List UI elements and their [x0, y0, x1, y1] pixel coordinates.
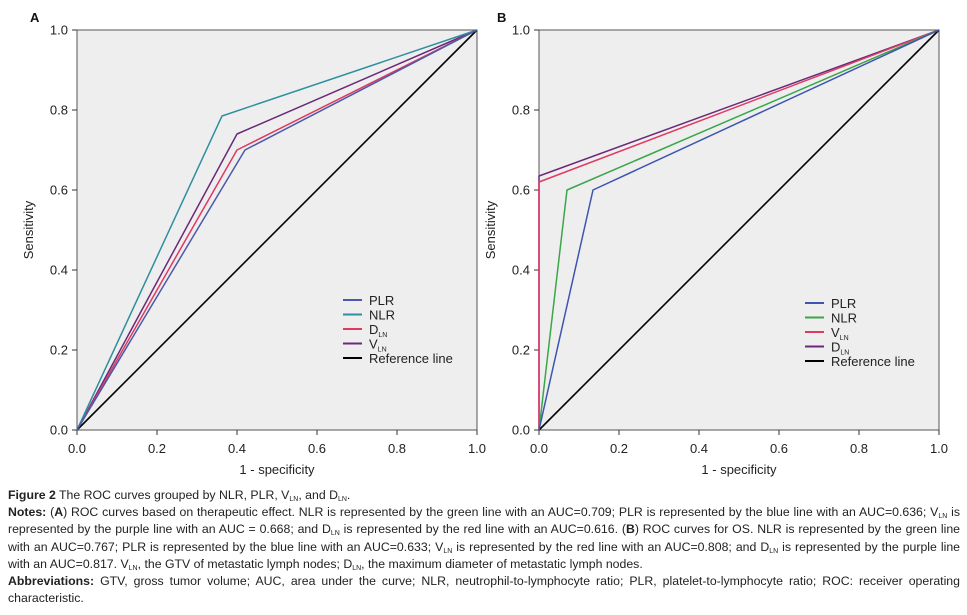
x-axis-label: 1 - specificity: [701, 462, 777, 477]
legend-label-plr: PLR: [831, 296, 856, 311]
legend-label-reference-line: Reference line: [831, 354, 915, 369]
roc-curve-plr: [538, 29, 940, 431]
caption-title-end: .: [346, 488, 351, 502]
y-tick-label: 0.6: [50, 183, 68, 198]
legend-label-subscript: LN: [378, 347, 387, 354]
x-tick-label: 0.2: [148, 441, 166, 456]
roc-curve-vln: [538, 29, 940, 430]
caption-title-text: The ROC curves grouped by NLR, PLR, V: [55, 488, 290, 502]
roc-curve-reference-line: [76, 29, 478, 431]
legend-label-nlr: NLR: [369, 308, 395, 323]
legend-label-plr: PLR: [369, 293, 394, 308]
x-tick-label: 0.6: [770, 441, 788, 456]
legend-label-subscript: LN: [840, 335, 849, 342]
y-tick-label: 1.0: [512, 23, 530, 38]
caption-sub: LN: [337, 496, 347, 503]
roc-figure: A 0.0 0.2 0.4 0.6 0.8 1.0 0.0 0.2 0.4 0.6 0.8 1.0 1 -…: [21, 10, 948, 477]
notes-label: Notes:: [8, 505, 47, 520]
x-tick-label: 1.0: [468, 441, 486, 456]
y-tick-label: 0.0: [512, 423, 530, 438]
legend-label-subscript: LN: [378, 332, 387, 339]
x-tick-label: 0.4: [690, 441, 708, 456]
y-tick-label: 0.6: [512, 183, 530, 198]
caption-notes: Notes: (A) ROC curves based on therapeut…: [8, 505, 960, 572]
roc-curve-plr: [76, 29, 478, 431]
roc-curve-vln: [76, 29, 478, 431]
y-tick-label: 0.2: [512, 343, 530, 358]
roc-curve-reference-line: [538, 29, 940, 431]
legend-label-subscript: LN: [840, 350, 849, 357]
y-tick-label: 0.8: [512, 103, 530, 118]
caption-sub: LN: [289, 496, 299, 503]
y-tick-label: 0.4: [512, 263, 530, 278]
x-tick-label: 0.8: [388, 441, 406, 456]
y-axis-label: Sensitivity: [483, 200, 498, 259]
abbreviations-label: Abbreviations:: [8, 574, 95, 589]
x-tick-label: 0.2: [610, 441, 628, 456]
roc-panel-a: A 0.0 0.2 0.4 0.6 0.8 1.0 0.0 0.2 0.4 0.6 0.8 1.0 1 -…: [21, 10, 486, 477]
roc-panel-b: B 0.0 0.2 0.4 0.6 0.8 1.0 0.0 0.2 0.4 0.6 0.8 1.0 1 -…: [483, 10, 948, 477]
legend-label-reference-line: Reference line: [369, 351, 453, 366]
roc-curve-nlr: [538, 29, 940, 431]
caption-abbreviations: Abbreviations: GTV, gross tumor volume; …: [8, 574, 960, 605]
y-tick-label: 0.4: [50, 263, 68, 278]
legend-label-nlr: NLR: [831, 311, 857, 326]
y-tick-label: 1.0: [50, 23, 68, 38]
x-tick-label: 0.0: [530, 441, 548, 456]
y-tick-label: 0.0: [50, 423, 68, 438]
y-tick-label: 0.8: [50, 103, 68, 118]
caption-figure-label: Figure 2: [8, 488, 56, 502]
panel-label: B: [497, 10, 506, 25]
caption-title: Figure 2 The ROC curves grouped by NLR, …: [8, 487, 960, 504]
x-tick-label: 1.0: [930, 441, 948, 456]
y-axis-label: Sensitivity: [21, 200, 36, 259]
abbreviations-text: GTV, gross tumor volume; AUC, area under…: [8, 574, 960, 606]
figure-caption: Figure 2 The ROC curves grouped by NLR, …: [8, 487, 960, 607]
panel-label: A: [30, 10, 40, 25]
roc-curve-dln: [76, 29, 478, 431]
x-tick-label: 0.8: [850, 441, 868, 456]
y-tick-label: 0.2: [50, 343, 68, 358]
x-tick-label: 0.0: [68, 441, 86, 456]
caption-title-mid: , and D: [298, 488, 338, 502]
notes-text: (A) ROC curves based on therapeutic effe…: [8, 505, 960, 572]
roc-curve-nlr: [76, 29, 478, 431]
x-axis-label: 1 - specificity: [239, 462, 315, 477]
x-tick-label: 0.4: [228, 441, 246, 456]
x-tick-label: 0.6: [308, 441, 326, 456]
